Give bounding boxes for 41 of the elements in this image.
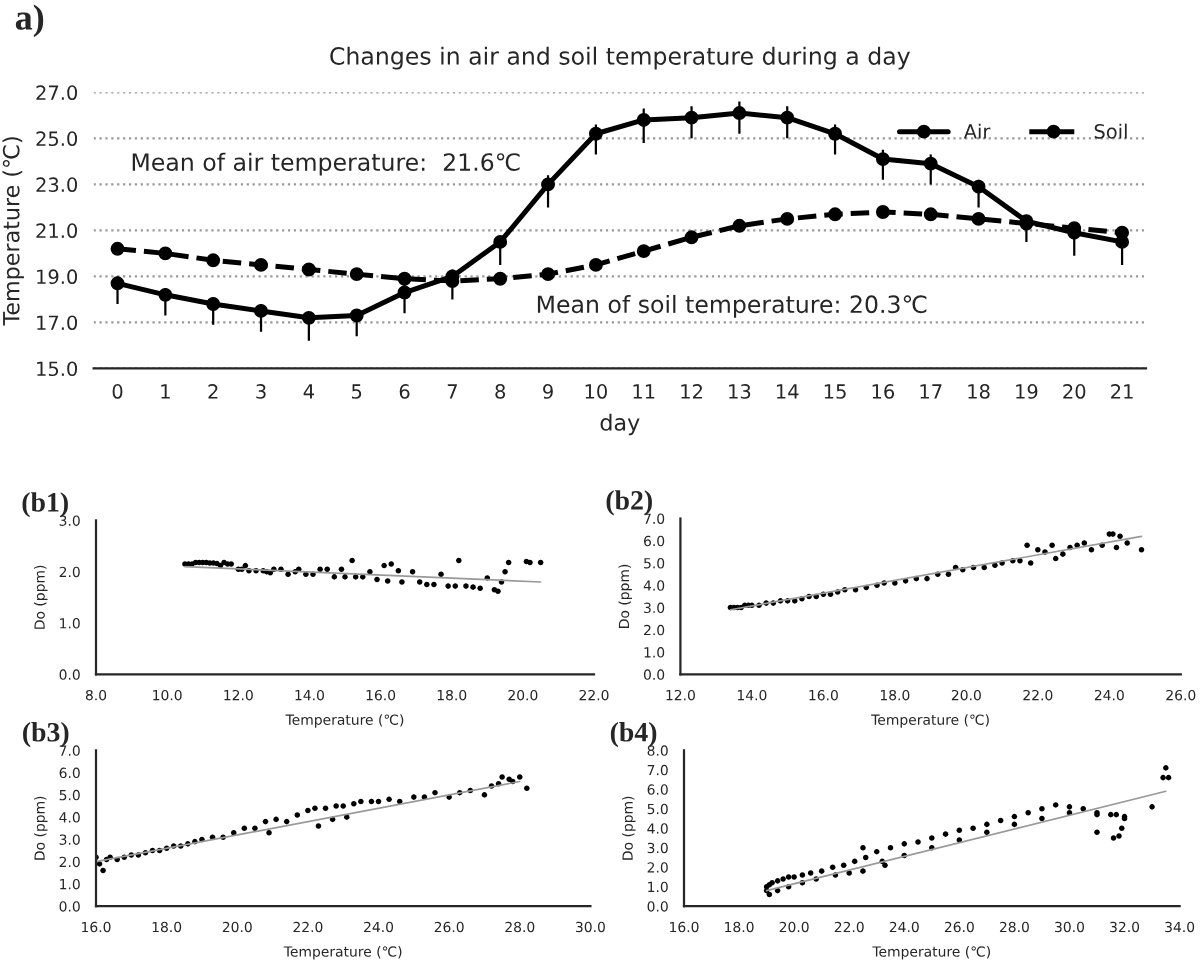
x-tick-label: 8 <box>495 384 506 399</box>
x-tick-label: 15 <box>824 384 846 399</box>
y-tick-label: 19.0 <box>37 269 78 285</box>
text: a) <box>15 4 44 38</box>
legend-label: Soil <box>1094 123 1127 139</box>
x-tick-label: 19 <box>1016 384 1038 399</box>
x-tick-label: 18 <box>968 384 990 399</box>
x-tick-label: 6 <box>399 384 410 399</box>
x-tick-label: 20 <box>1063 384 1086 399</box>
text: (b3) <box>23 722 69 748</box>
y-axis-title: Temperature (℃) <box>2 137 24 326</box>
x-tick-label: 0 <box>112 384 123 399</box>
chart-title: Changes in air and soil temperature during a day <box>330 46 910 70</box>
x-axis-title: day <box>600 413 640 436</box>
y-tick-label: 21.0 <box>36 223 78 239</box>
text: (b2) <box>606 490 652 516</box>
x-tick-label: 16 <box>872 384 895 399</box>
x-tick-label: 9 <box>543 384 553 399</box>
y-tick-label: 27.0 <box>36 85 78 101</box>
x-tick-label: 12 <box>681 384 702 399</box>
y-tick-label: 17.0 <box>37 315 78 331</box>
x-tick-label: 3 <box>256 384 266 399</box>
x-tick-label: 11 <box>633 384 655 399</box>
y-tick-label: 23.0 <box>36 177 78 193</box>
annotation: Mean of air temperature: 21.6℃ <box>132 152 520 176</box>
x-tick-label: 10 <box>585 384 607 399</box>
y-tick-label: 15.0 <box>37 361 78 377</box>
y-tick-label: 25.0 <box>36 131 78 147</box>
x-tick-label: 5 <box>352 384 362 399</box>
x-tick-label: 14 <box>776 384 799 399</box>
x-tick-label: 17 <box>920 384 942 399</box>
annotation: Mean of soil temperature: 20.3℃ <box>537 294 927 318</box>
text: (b4) <box>610 722 657 748</box>
x-tick-label: 1 <box>161 384 170 399</box>
x-tick-label: 4 <box>303 384 314 399</box>
x-tick-label: 21 <box>1111 384 1133 399</box>
x-tick-label: 2 <box>208 384 218 399</box>
x-tick-label: 7 <box>447 384 457 399</box>
text: (b1) <box>22 492 68 518</box>
x-tick-label: 13 <box>729 384 751 399</box>
legend-label: Air <box>963 123 991 139</box>
